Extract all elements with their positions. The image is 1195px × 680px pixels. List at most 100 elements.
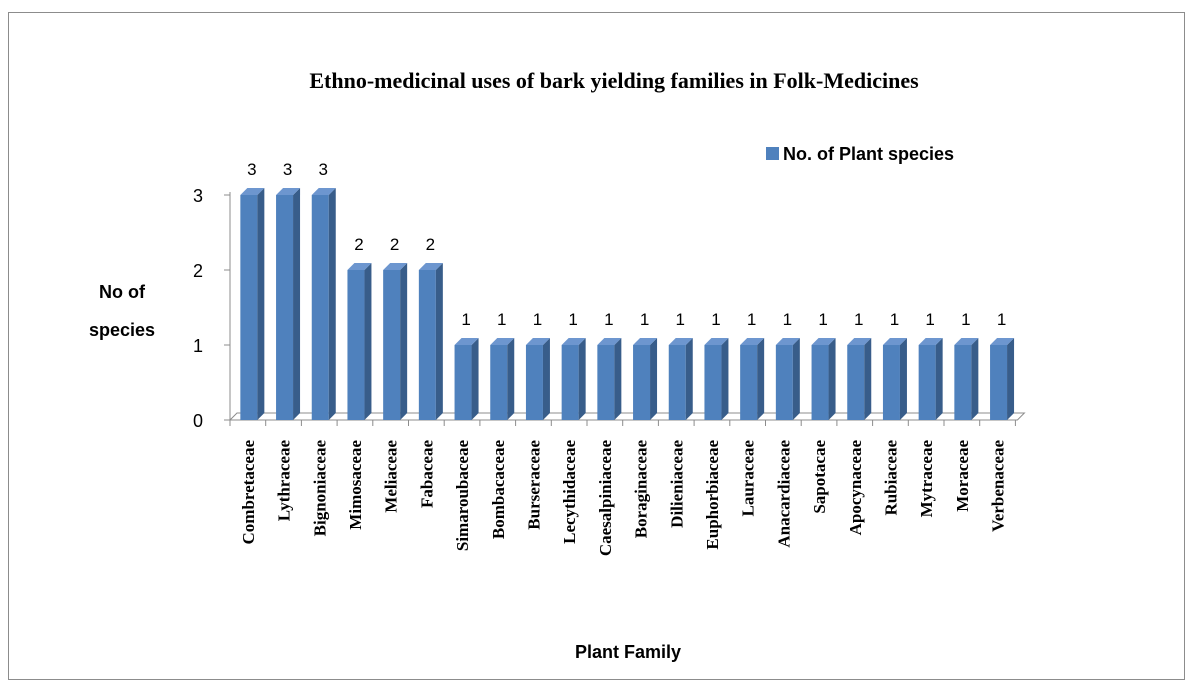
data-label: 1 <box>568 310 577 329</box>
y-axis-title-line-2: species <box>89 320 155 340</box>
data-labels: 3 3 3 2 2 2 1 1 1 1 1 1 1 1 1 1 1 1 1 1 1 1 <box>247 160 1006 329</box>
bar-side <box>614 338 622 420</box>
bar <box>811 338 836 420</box>
bar-side <box>435 263 443 420</box>
bar-side <box>650 338 658 420</box>
bar-front <box>383 270 401 420</box>
x-tick-label: Lauraceae <box>739 440 758 517</box>
bar-front <box>633 345 651 420</box>
data-label: 1 <box>961 310 970 329</box>
bar-front <box>597 345 615 420</box>
bar-side <box>685 338 693 420</box>
bar-front <box>990 345 1008 420</box>
data-label: 1 <box>533 310 542 329</box>
bar-side <box>328 188 336 420</box>
y-tick-label: 2 <box>193 261 203 281</box>
x-tick-label: Mimosaceae <box>346 440 365 530</box>
bar-top <box>454 338 479 345</box>
bar <box>775 338 800 420</box>
bar <box>633 338 658 420</box>
data-label: 3 <box>247 160 256 179</box>
bar <box>740 338 765 420</box>
x-tick-label: Burseraceae <box>524 440 543 530</box>
data-label: 1 <box>747 310 756 329</box>
bar-top <box>240 188 265 195</box>
bar <box>276 188 301 420</box>
x-axis-title: Plant Family <box>575 642 681 662</box>
x-tick-label: Anacardiaceae <box>774 440 793 548</box>
data-label: 3 <box>283 160 292 179</box>
bar-top <box>597 338 622 345</box>
x-tick-label: Verbenaceae <box>989 440 1008 532</box>
bar-top <box>347 263 372 270</box>
bar-top <box>775 338 800 345</box>
y-tick-label: 0 <box>193 411 203 431</box>
x-tick-label: Caesalpiniaceae <box>596 440 615 557</box>
data-label: 2 <box>426 235 435 254</box>
bar-top <box>740 338 765 345</box>
bar-front <box>954 345 972 420</box>
bar-front <box>525 345 543 420</box>
bar-side <box>293 188 301 420</box>
bar <box>918 338 943 420</box>
bar-top <box>525 338 550 345</box>
bar-front <box>454 345 472 420</box>
bar-top <box>704 338 729 345</box>
bar <box>990 338 1015 420</box>
data-label: 2 <box>354 235 363 254</box>
bar-front <box>775 345 793 420</box>
bar-side <box>471 338 479 420</box>
bar-front <box>311 195 329 420</box>
x-tick-labels: Combretaceae Lythraceae Bignoniaceae Mimosa… <box>239 440 1008 557</box>
bar-top <box>633 338 658 345</box>
bar-front <box>847 345 865 420</box>
bar-side <box>828 338 836 420</box>
bar-top <box>882 338 907 345</box>
data-label: 1 <box>640 310 649 329</box>
y-tick-label: 3 <box>193 186 203 206</box>
bar-top <box>990 338 1015 345</box>
legend-swatch <box>766 147 779 160</box>
x-tick-label: Euphorbiaceae <box>703 440 722 550</box>
data-label: 1 <box>997 310 1006 329</box>
data-label: 1 <box>461 310 470 329</box>
bar <box>240 188 265 420</box>
data-label: 1 <box>890 310 899 329</box>
y-axis-title-line-1: No of <box>99 282 146 302</box>
bar-front <box>240 195 258 420</box>
bar <box>668 338 693 420</box>
bar-side <box>757 338 765 420</box>
data-label: 1 <box>925 310 934 329</box>
bar-side <box>721 338 729 420</box>
x-tick-label: Combretaceae <box>239 440 258 545</box>
y-axis-title: No of species <box>89 282 155 340</box>
legend: No. of Plant species <box>766 144 954 164</box>
bar-front <box>740 345 758 420</box>
bar-front <box>347 270 365 420</box>
bar-side <box>507 338 515 420</box>
bar <box>597 338 622 420</box>
bar-side <box>542 338 550 420</box>
x-tick-label: Boraginaceae <box>632 440 651 539</box>
bar-top <box>811 338 836 345</box>
bar-front <box>276 195 294 420</box>
bar <box>454 338 479 420</box>
bar <box>954 338 979 420</box>
bar <box>847 338 872 420</box>
bar-top <box>276 188 301 195</box>
bar-top <box>954 338 979 345</box>
bar-top <box>847 338 872 345</box>
bar-top <box>668 338 693 345</box>
x-tick-label: Meliaceae <box>382 440 401 513</box>
bar <box>525 338 550 420</box>
data-label: 1 <box>497 310 506 329</box>
data-label: 1 <box>711 310 720 329</box>
data-label: 1 <box>783 310 792 329</box>
x-tick-label: Sapotacae <box>810 440 829 514</box>
bar <box>347 263 372 420</box>
x-tick-label: Mytraceae <box>917 440 936 518</box>
bar <box>311 188 336 420</box>
data-label: 1 <box>854 310 863 329</box>
bar-top <box>918 338 943 345</box>
